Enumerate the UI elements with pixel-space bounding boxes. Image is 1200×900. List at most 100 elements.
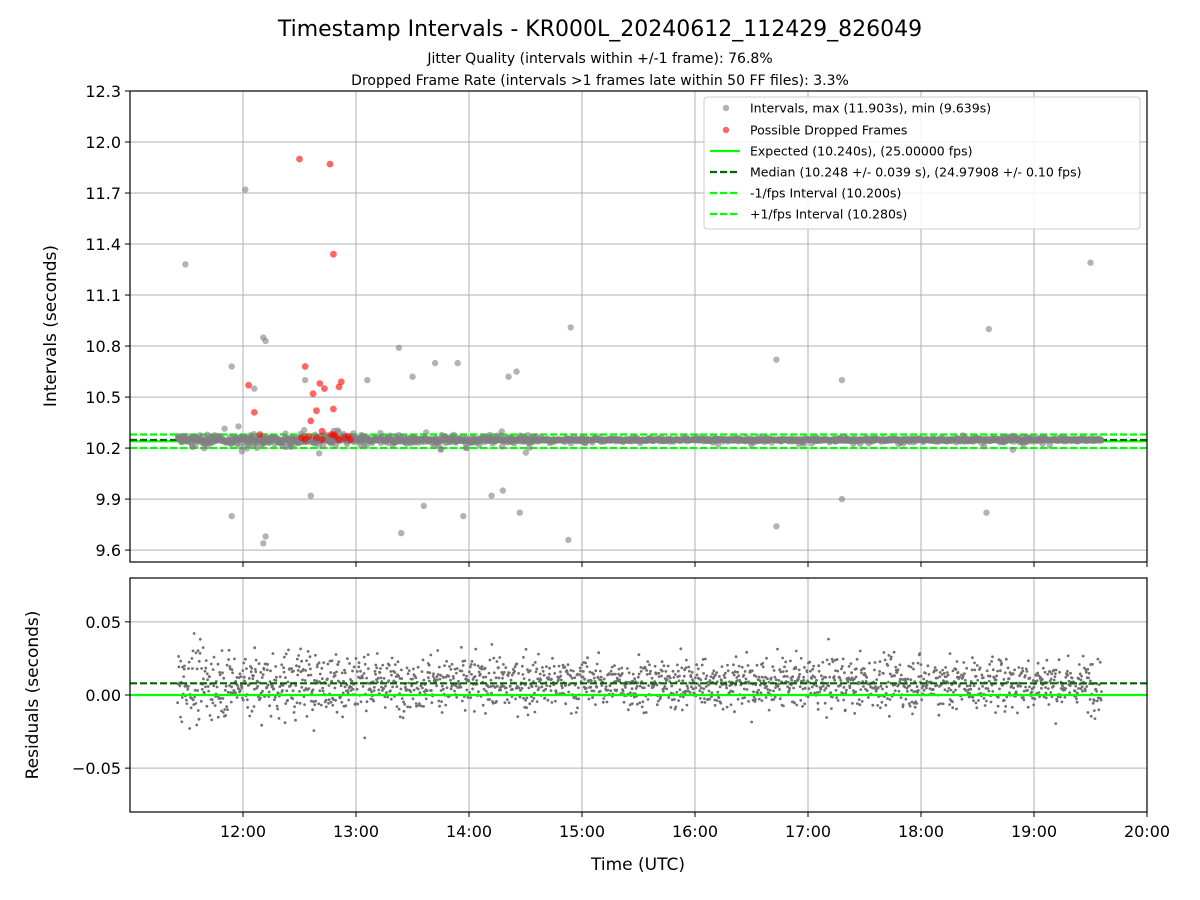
- residual-point: [838, 676, 842, 680]
- residual-point: [471, 687, 474, 691]
- interval-point: [460, 512, 467, 520]
- residual-point: [455, 671, 458, 675]
- residual-point: [281, 683, 285, 687]
- residual-point: [375, 652, 379, 655]
- residual-point: [1021, 669, 1025, 673]
- residual-point: [450, 685, 454, 688]
- residual-point: [214, 680, 218, 683]
- residual-point: [573, 676, 577, 680]
- residual-point: [211, 668, 215, 671]
- residual-point: [354, 657, 358, 660]
- residual-point: [678, 688, 682, 692]
- dropped-frame-point: [335, 383, 343, 391]
- residual-point: [341, 715, 344, 719]
- residual-point: [786, 685, 790, 689]
- residual-point: [971, 695, 975, 699]
- residual-point: [227, 658, 231, 661]
- residual-point: [195, 723, 199, 727]
- residual-point: [1094, 687, 1098, 691]
- residual-point: [721, 707, 725, 711]
- residual-point: [777, 679, 781, 682]
- residual-point: [460, 699, 464, 703]
- residual-point: [700, 663, 704, 667]
- residual-point: [724, 671, 727, 675]
- residual-point: [1088, 698, 1092, 701]
- residual-point: [735, 676, 739, 679]
- residual-point: [817, 669, 821, 673]
- residuals-y-ticks: −0.05 0.00 0.05: [72, 613, 130, 778]
- residual-point: [1032, 703, 1036, 707]
- residual-point: [666, 664, 670, 668]
- residual-point: [488, 658, 492, 662]
- dropped-frame-point: [346, 436, 354, 443]
- residual-point: [1075, 700, 1079, 704]
- residual-point: [440, 684, 444, 688]
- residual-point: [865, 689, 869, 693]
- residual-point: [346, 689, 350, 692]
- residual-point: [698, 689, 702, 693]
- residual-point: [839, 679, 843, 682]
- residual-point: [1095, 699, 1099, 703]
- residual-point: [703, 657, 707, 661]
- residual-point: [639, 670, 643, 673]
- residual-point: [218, 671, 222, 674]
- residual-point: [715, 671, 718, 675]
- residual-point: [961, 674, 965, 678]
- residual-point: [859, 688, 863, 691]
- residual-point: [518, 695, 522, 699]
- residual-point: [235, 696, 239, 699]
- residual-point: [893, 674, 896, 678]
- dropped-frame-point: [245, 381, 253, 389]
- residual-point: [737, 664, 741, 668]
- residual-point: [436, 649, 440, 652]
- residual-point: [963, 672, 966, 675]
- residual-point: [402, 700, 405, 704]
- residual-point: [530, 685, 534, 689]
- residual-point: [595, 685, 599, 689]
- residual-point: [673, 707, 677, 711]
- residual-point: [704, 677, 708, 681]
- residual-point: [348, 662, 351, 665]
- residual-point: [216, 715, 220, 719]
- residual-point: [735, 679, 739, 682]
- residual-point: [782, 704, 785, 708]
- residual-point: [383, 706, 387, 709]
- residual-point: [245, 698, 249, 702]
- residual-point: [906, 677, 910, 681]
- residual-point: [525, 696, 529, 700]
- residual-point: [284, 652, 288, 656]
- residual-point: [235, 676, 239, 679]
- residual-point: [643, 666, 647, 670]
- residual-point: [887, 680, 890, 684]
- residual-point: [647, 684, 651, 687]
- residual-point: [406, 705, 410, 709]
- residual-point: [504, 686, 508, 690]
- residual-point: [252, 674, 255, 678]
- residual-point: [787, 689, 791, 693]
- residual-point: [1016, 711, 1019, 715]
- residual-point: [229, 691, 233, 694]
- residual-point: [807, 681, 811, 684]
- residual-point: [589, 679, 593, 682]
- residual-point: [723, 676, 727, 679]
- residual-point: [350, 679, 354, 683]
- x-tick-label: 12:00: [220, 822, 266, 841]
- residual-point: [534, 670, 538, 674]
- x-tick-label: 20:00: [1124, 822, 1170, 841]
- residual-point: [473, 675, 477, 678]
- residual-point: [708, 697, 711, 701]
- residual-point: [407, 669, 411, 672]
- residual-point: [926, 664, 930, 668]
- residual-point: [546, 698, 550, 702]
- residual-point: [587, 697, 591, 701]
- residual-point: [637, 653, 641, 657]
- residual-point: [1059, 695, 1062, 699]
- y-tick-label: 10.5: [85, 388, 121, 407]
- residual-point: [705, 685, 708, 688]
- residual-point: [268, 704, 271, 708]
- residual-point: [212, 655, 216, 659]
- residual-point: [462, 673, 466, 677]
- residual-point: [579, 669, 582, 673]
- residual-point: [754, 697, 757, 701]
- residual-point: [187, 667, 191, 670]
